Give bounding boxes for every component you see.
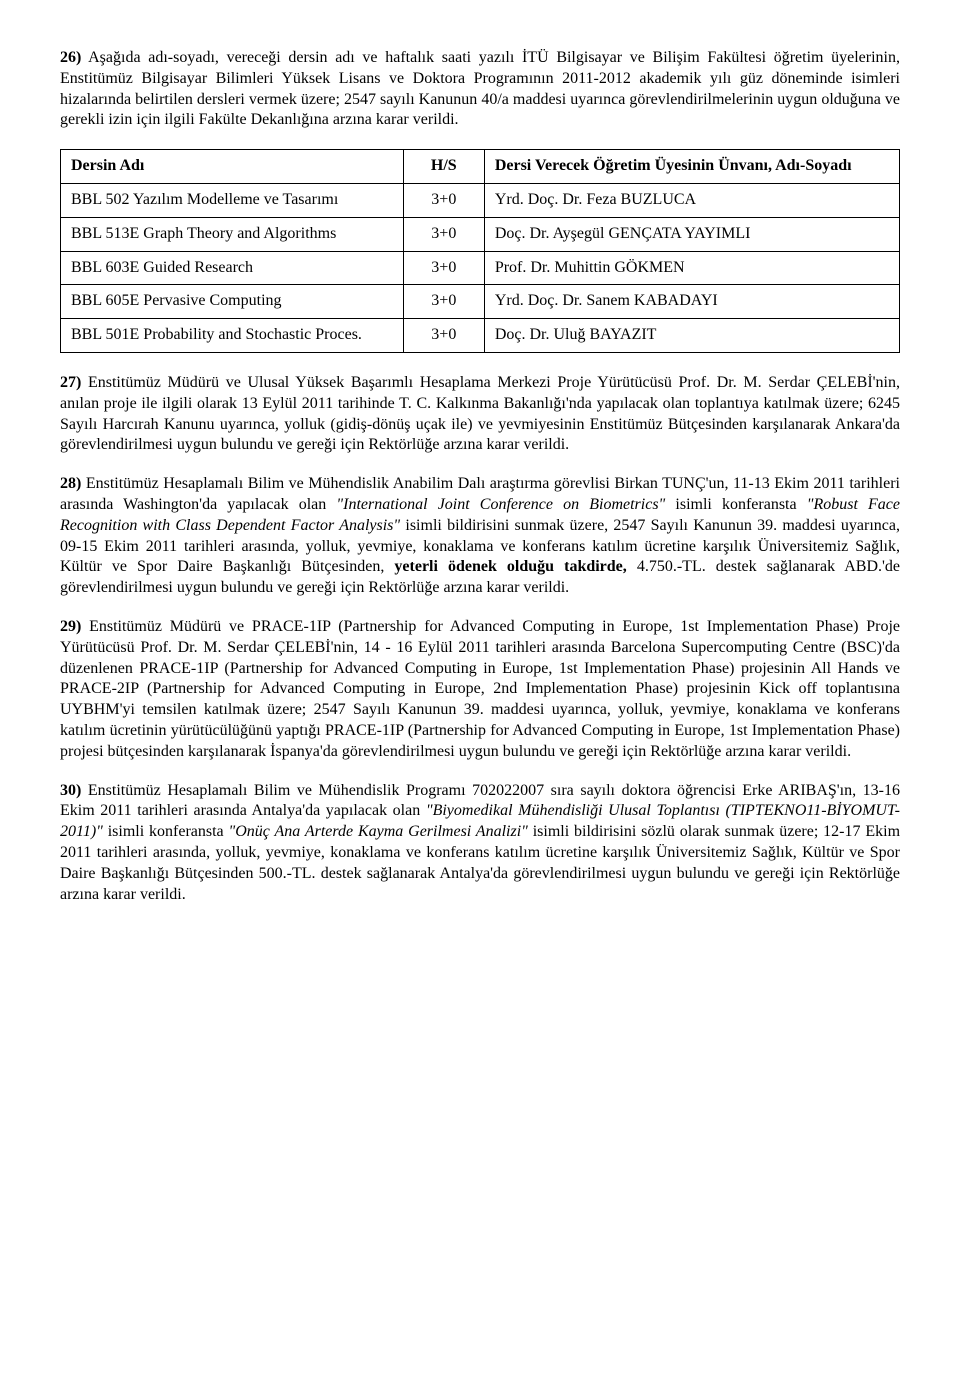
col-course: Dersin Adı bbox=[61, 150, 404, 184]
cell-hs: 3+0 bbox=[403, 217, 484, 251]
table-header-row: Dersin Adı H/S Dersi Verecek Öğretim Üye… bbox=[61, 150, 900, 184]
table-row: BBL 513E Graph Theory and Algorithms3+0D… bbox=[61, 217, 900, 251]
paragraph-26: 26) Aşağıda adı-soyadı, vereceği dersin … bbox=[60, 48, 900, 131]
col-hs: H/S bbox=[403, 150, 484, 184]
cell-course: BBL 605E Pervasive Computing bbox=[61, 285, 404, 319]
paragraph-29: 29) Enstitümüz Müdürü ve PRACE-1IP (Part… bbox=[60, 617, 900, 763]
paragraph-27: 27) Enstitümüz Müdürü ve Ulusal Yüksek B… bbox=[60, 373, 900, 456]
course-table: Dersin Adı H/S Dersi Verecek Öğretim Üye… bbox=[60, 149, 900, 353]
cell-course: BBL 603E Guided Research bbox=[61, 251, 404, 285]
paragraph-30: 30) Enstitümüz Hesaplamalı Bilim ve Mühe… bbox=[60, 781, 900, 906]
table-row: BBL 502 Yazılım Modelleme ve Tasarımı3+0… bbox=[61, 183, 900, 217]
paragraph-28: 28) Enstitümüz Hesaplamalı Bilim ve Mühe… bbox=[60, 474, 900, 599]
table-row: BBL 501E Probability and Stochastic Proc… bbox=[61, 319, 900, 353]
cell-hs: 3+0 bbox=[403, 183, 484, 217]
cell-course: BBL 501E Probability and Stochastic Proc… bbox=[61, 319, 404, 353]
col-instructor: Dersi Verecek Öğretim Üyesinin Ünvanı, A… bbox=[484, 150, 899, 184]
cell-course: BBL 502 Yazılım Modelleme ve Tasarımı bbox=[61, 183, 404, 217]
cell-course: BBL 513E Graph Theory and Algorithms bbox=[61, 217, 404, 251]
table-row: BBL 603E Guided Research3+0Prof. Dr. Muh… bbox=[61, 251, 900, 285]
cell-hs: 3+0 bbox=[403, 251, 484, 285]
table-body: BBL 502 Yazılım Modelleme ve Tasarımı3+0… bbox=[61, 183, 900, 352]
table-row: BBL 605E Pervasive Computing3+0Yrd. Doç.… bbox=[61, 285, 900, 319]
cell-instructor: Yrd. Doç. Dr. Sanem KABADAYI bbox=[484, 285, 899, 319]
cell-instructor: Yrd. Doç. Dr. Feza BUZLUCA bbox=[484, 183, 899, 217]
cell-hs: 3+0 bbox=[403, 285, 484, 319]
cell-instructor: Doç. Dr. Uluğ BAYAZIT bbox=[484, 319, 899, 353]
cell-instructor: Prof. Dr. Muhittin GÖKMEN bbox=[484, 251, 899, 285]
cell-hs: 3+0 bbox=[403, 319, 484, 353]
cell-instructor: Doç. Dr. Ayşegül GENÇATA YAYIMLI bbox=[484, 217, 899, 251]
